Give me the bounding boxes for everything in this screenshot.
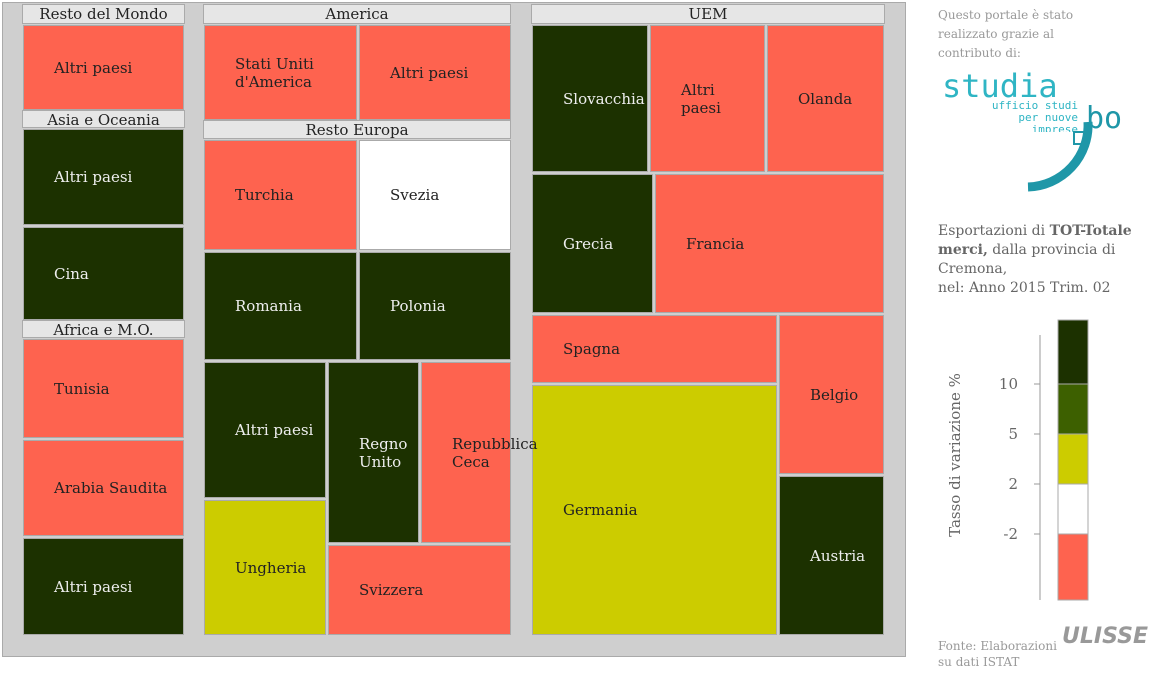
tile: Altri paesi	[204, 362, 326, 498]
logo-bo: bo	[1086, 101, 1122, 136]
tile: Repubblica Ceca	[421, 362, 538, 543]
tile: Austria	[779, 476, 884, 635]
legend: Tasso di variazione % 10 5 2 -2	[946, 319, 1089, 601]
tile: Spagna	[532, 315, 777, 383]
tile: Turchia	[204, 140, 357, 250]
tile: Germania	[532, 385, 777, 635]
treemap: Resto del Mondo Altri paesi America Stati U…	[2, 2, 906, 657]
brand: ULISSE	[1062, 624, 1149, 649]
desc-period: nel: Anno 2015 Trim. 02	[938, 280, 1111, 296]
tile: Svizzera	[328, 545, 511, 635]
tile: Olanda	[767, 25, 884, 172]
tile: Altri paesi	[650, 25, 765, 172]
tile: Grecia	[532, 174, 653, 313]
logo-sub-wrap: ufficio studi per nuove imprese	[991, 100, 1078, 132]
group-header: UEM	[531, 4, 885, 24]
legend-swatch	[1057, 319, 1089, 385]
tile: Polonia	[359, 252, 511, 360]
logo-main: studia	[942, 67, 1058, 105]
description: Esportazioni di TOT-Totale merci, dalla …	[938, 222, 1153, 298]
legend-swatch	[1057, 483, 1089, 535]
tile: Belgio	[779, 315, 884, 474]
desc-post: dalla provincia di Cremona,	[938, 242, 1116, 277]
credit: Questo portale è stato realizzato grazie…	[938, 8, 1074, 60]
source: Fonte: Elaborazioni su dati ISTAT	[938, 639, 1057, 669]
tile: Altri paesi	[359, 25, 511, 120]
legend-tick-label: 5	[1008, 425, 1018, 443]
tile: Francia	[655, 174, 884, 313]
tile: Arabia Saudita	[23, 440, 184, 536]
legend-tick-label: 2	[1008, 475, 1018, 493]
tile: Stati Uniti d'America	[204, 25, 357, 120]
tile: Romania	[204, 252, 357, 360]
desc-bold: TOT-Totale merci,	[938, 223, 1132, 258]
tile: Slovacchia	[532, 25, 648, 172]
legend-swatch	[1057, 433, 1089, 485]
logo: studia bo ufficio studi per nuove impres…	[942, 67, 1122, 192]
tile: Regno Unito	[328, 362, 419, 543]
group-header: Africa e M.O.	[22, 320, 185, 339]
tile: Altri paesi	[23, 538, 184, 635]
legend-tick-label: 10	[999, 375, 1018, 393]
tile: Altri paesi	[23, 25, 184, 110]
legend-tick-label: -2	[1003, 525, 1018, 543]
group-header: Asia e Oceania	[22, 110, 185, 129]
legend-swatch	[1057, 533, 1089, 601]
tile: Ungheria	[204, 500, 326, 635]
logo-arc	[1027, 121, 1093, 192]
tile: Tunisia	[23, 339, 184, 438]
group-header: Resto del Mondo	[22, 4, 185, 24]
tile: Cina	[23, 227, 184, 320]
logo-sub: ufficio studi per nuove imprese	[991, 100, 1078, 132]
legend-title: Tasso di variazione %	[946, 373, 964, 537]
tile: Svezia	[359, 140, 511, 250]
desc-pre: Esportazioni di	[938, 223, 1046, 239]
legend-swatch	[1057, 383, 1089, 435]
group-header: Resto Europa	[203, 120, 511, 139]
group-header: America	[203, 4, 511, 24]
tile: Altri paesi	[23, 129, 184, 225]
logo-square	[1073, 131, 1087, 145]
